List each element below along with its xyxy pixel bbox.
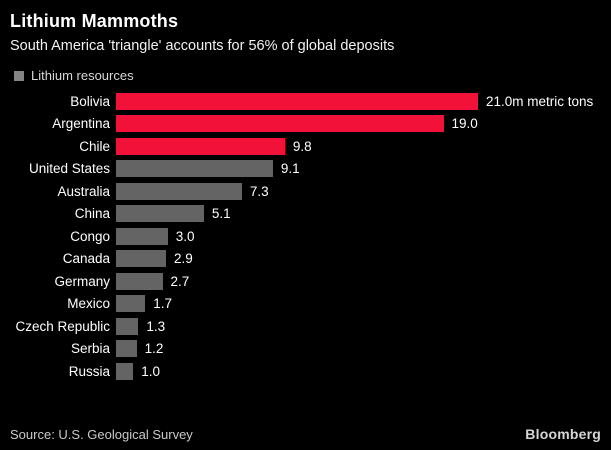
bar [116,272,163,290]
chart-row: Bolivia 21.0m metric tons [0,90,611,113]
bar [116,182,242,200]
chart-row: Czech Republic 1.3 [0,315,611,338]
chart-row: Mexico 1.7 [0,293,611,316]
category-label: Czech Republic [15,318,110,334]
category-label: Russia [68,363,110,379]
bar [116,340,137,358]
category-label: Canada [62,251,110,267]
category-label: Argentina [52,116,110,132]
chart-row: Chile 9.8 [0,135,611,158]
category-label: Mexico [67,296,110,312]
chart-subtitle: South America 'triangle' accounts for 56… [10,38,395,54]
bar [116,317,139,335]
chart-row: Congo 3.0 [0,225,611,248]
value-label: 2.9 [173,251,193,267]
category-label: United States [28,161,110,177]
value-label: 21.0m metric tons [486,93,594,109]
legend-swatch-icon [14,70,24,81]
bar [116,250,166,268]
bar [116,362,134,380]
chart-row: Canada 2.9 [0,248,611,271]
category-label: Australia [57,183,110,199]
value-label: 5.1 [211,206,231,222]
bar [116,205,204,223]
value-label: 2.7 [170,273,190,289]
category-label: Serbia [70,341,110,357]
chart-row: Germany 2.7 [0,270,611,293]
chart-row: Argentina 19.0 [0,113,611,136]
bloomberg-logo: Bloomberg [525,426,601,442]
bar [116,137,285,155]
chart-title: Lithium Mammoths [10,11,179,31]
bar [116,160,273,178]
chart-row: China 5.1 [0,203,611,226]
chart-row: United States 9.1 [0,158,611,181]
value-label: 7.3 [249,183,269,199]
category-label: Bolivia [70,93,110,109]
chart-row: Serbia 1.2 [0,338,611,361]
value-label: 3.0 [175,228,195,244]
legend-label: Lithium resources [31,68,134,83]
bar [116,295,146,313]
category-label: China [74,206,110,222]
bar [116,92,478,110]
chart-row: Russia 1.0 [0,360,611,383]
value-label: 1.7 [153,296,173,312]
bar-chart: Bolivia 21.0m metric tons Argentina 19.0 Chi… [0,90,611,383]
value-label: 19.0 [451,116,478,132]
value-label: 1.0 [141,363,161,379]
category-label: Germany [54,273,110,289]
value-label: 1.2 [144,341,164,357]
bar [116,115,444,133]
category-label: Chile [79,138,110,154]
value-label: 1.3 [146,318,166,334]
chart-row: Australia 7.3 [0,180,611,203]
value-label: 9.1 [280,161,300,177]
value-label: 9.8 [292,138,312,154]
bar [116,227,168,245]
category-label: Congo [70,228,110,244]
source-note: Source: U.S. Geological Survey [10,427,193,442]
legend: Lithium resources [14,68,134,83]
